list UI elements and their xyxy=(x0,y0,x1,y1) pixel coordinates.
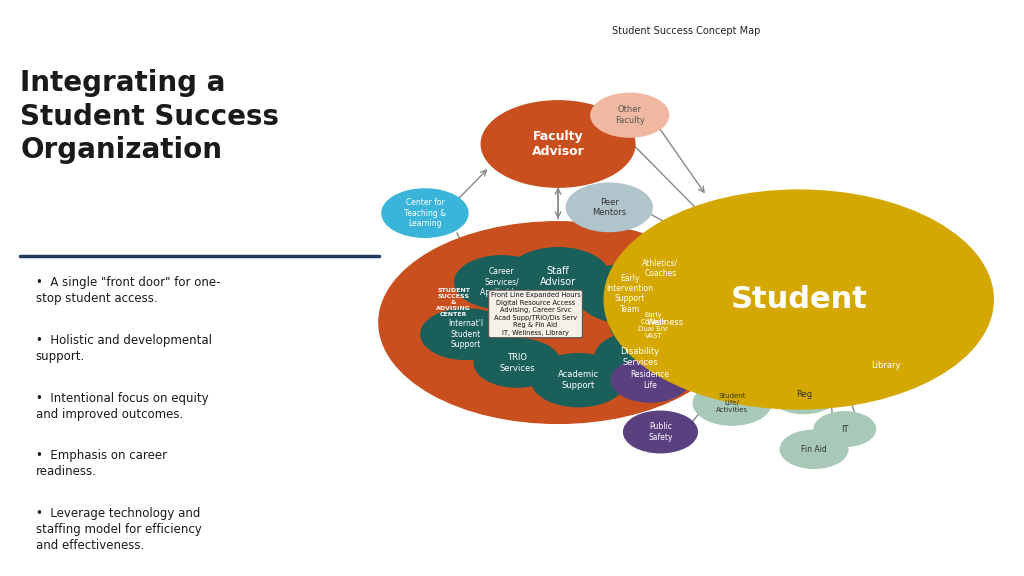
Text: STUDENT
SUCCESS
&
ADVISING
CENTER: STUDENT SUCCESS & ADVISING CENTER xyxy=(436,289,471,316)
Circle shape xyxy=(591,93,669,137)
Text: IT: IT xyxy=(841,425,849,434)
Circle shape xyxy=(622,246,699,290)
Circle shape xyxy=(847,344,925,388)
Text: •  Intentional focus on equity
and improved outcomes.: • Intentional focus on equity and improv… xyxy=(36,392,209,420)
Text: Student Success Concept Map: Student Success Concept Map xyxy=(612,26,761,36)
Circle shape xyxy=(382,189,468,237)
Text: Career
Services/
Applied Lrn: Career Services/ Applied Lrn xyxy=(480,267,523,297)
Text: TRIO
Services: TRIO Services xyxy=(500,353,535,373)
Text: •  Leverage technology and
staffing model for efficiency
and effectiveness.: • Leverage technology and staffing model… xyxy=(36,507,202,552)
Text: Faculty
Advisor: Faculty Advisor xyxy=(531,130,585,158)
Circle shape xyxy=(455,256,549,309)
Circle shape xyxy=(507,248,609,305)
Circle shape xyxy=(577,264,683,324)
Text: Residence
Life: Residence Life xyxy=(631,370,670,390)
Circle shape xyxy=(780,430,848,468)
Text: Other
Faculty: Other Faculty xyxy=(614,105,645,125)
Text: Integrating a
Student Success
Organization: Integrating a Student Success Organizati… xyxy=(20,69,280,164)
Text: •  Holistic and developmental
support.: • Holistic and developmental support. xyxy=(36,334,212,363)
Text: Early
College
Dual Enr
VAST: Early College Dual Enr VAST xyxy=(638,312,669,339)
Circle shape xyxy=(693,381,771,425)
Circle shape xyxy=(474,339,560,387)
Text: Center for
Teaching &
Learning: Center for Teaching & Learning xyxy=(403,198,446,228)
Circle shape xyxy=(770,376,838,414)
Text: Public
Safety: Public Safety xyxy=(648,422,673,442)
Text: Wellness: Wellness xyxy=(647,318,684,327)
Text: Disability
Services: Disability Services xyxy=(621,347,659,367)
Text: Student
Life/
Activities: Student Life/ Activities xyxy=(716,393,749,413)
Text: Early
Intervention
Support
Team: Early Intervention Support Team xyxy=(606,274,653,314)
Circle shape xyxy=(379,222,737,423)
Text: Fin Aid: Fin Aid xyxy=(801,445,827,454)
Text: Library: Library xyxy=(871,361,900,370)
Circle shape xyxy=(481,101,635,187)
Circle shape xyxy=(624,411,697,453)
Text: Staff
Advisor: Staff Advisor xyxy=(540,266,577,287)
Text: •  Emphasis on career
readiness.: • Emphasis on career readiness. xyxy=(36,449,167,478)
Text: Reg: Reg xyxy=(796,390,812,399)
Circle shape xyxy=(611,358,689,402)
Text: Peer
Mentors: Peer Mentors xyxy=(592,198,627,217)
Text: Front Line Expanded Hours
Digital Resource Access
Advising, Career Srvc
Acad Sup: Front Line Expanded Hours Digital Resour… xyxy=(490,292,581,336)
Circle shape xyxy=(595,332,685,382)
Circle shape xyxy=(604,190,993,409)
Text: Athletics/
Coaches: Athletics/ Coaches xyxy=(642,258,679,278)
Text: •  A single "front door" for one-
stop student access.: • A single "front door" for one- stop st… xyxy=(36,276,220,305)
Circle shape xyxy=(421,309,511,359)
Circle shape xyxy=(627,301,705,344)
Circle shape xyxy=(814,412,876,446)
Circle shape xyxy=(610,301,696,350)
Circle shape xyxy=(531,354,626,407)
Text: Student: Student xyxy=(730,285,867,314)
Text: Internat'l
Student
Support: Internat'l Student Support xyxy=(449,319,483,349)
Circle shape xyxy=(566,183,652,232)
Text: Academic
Support: Academic Support xyxy=(558,370,599,390)
